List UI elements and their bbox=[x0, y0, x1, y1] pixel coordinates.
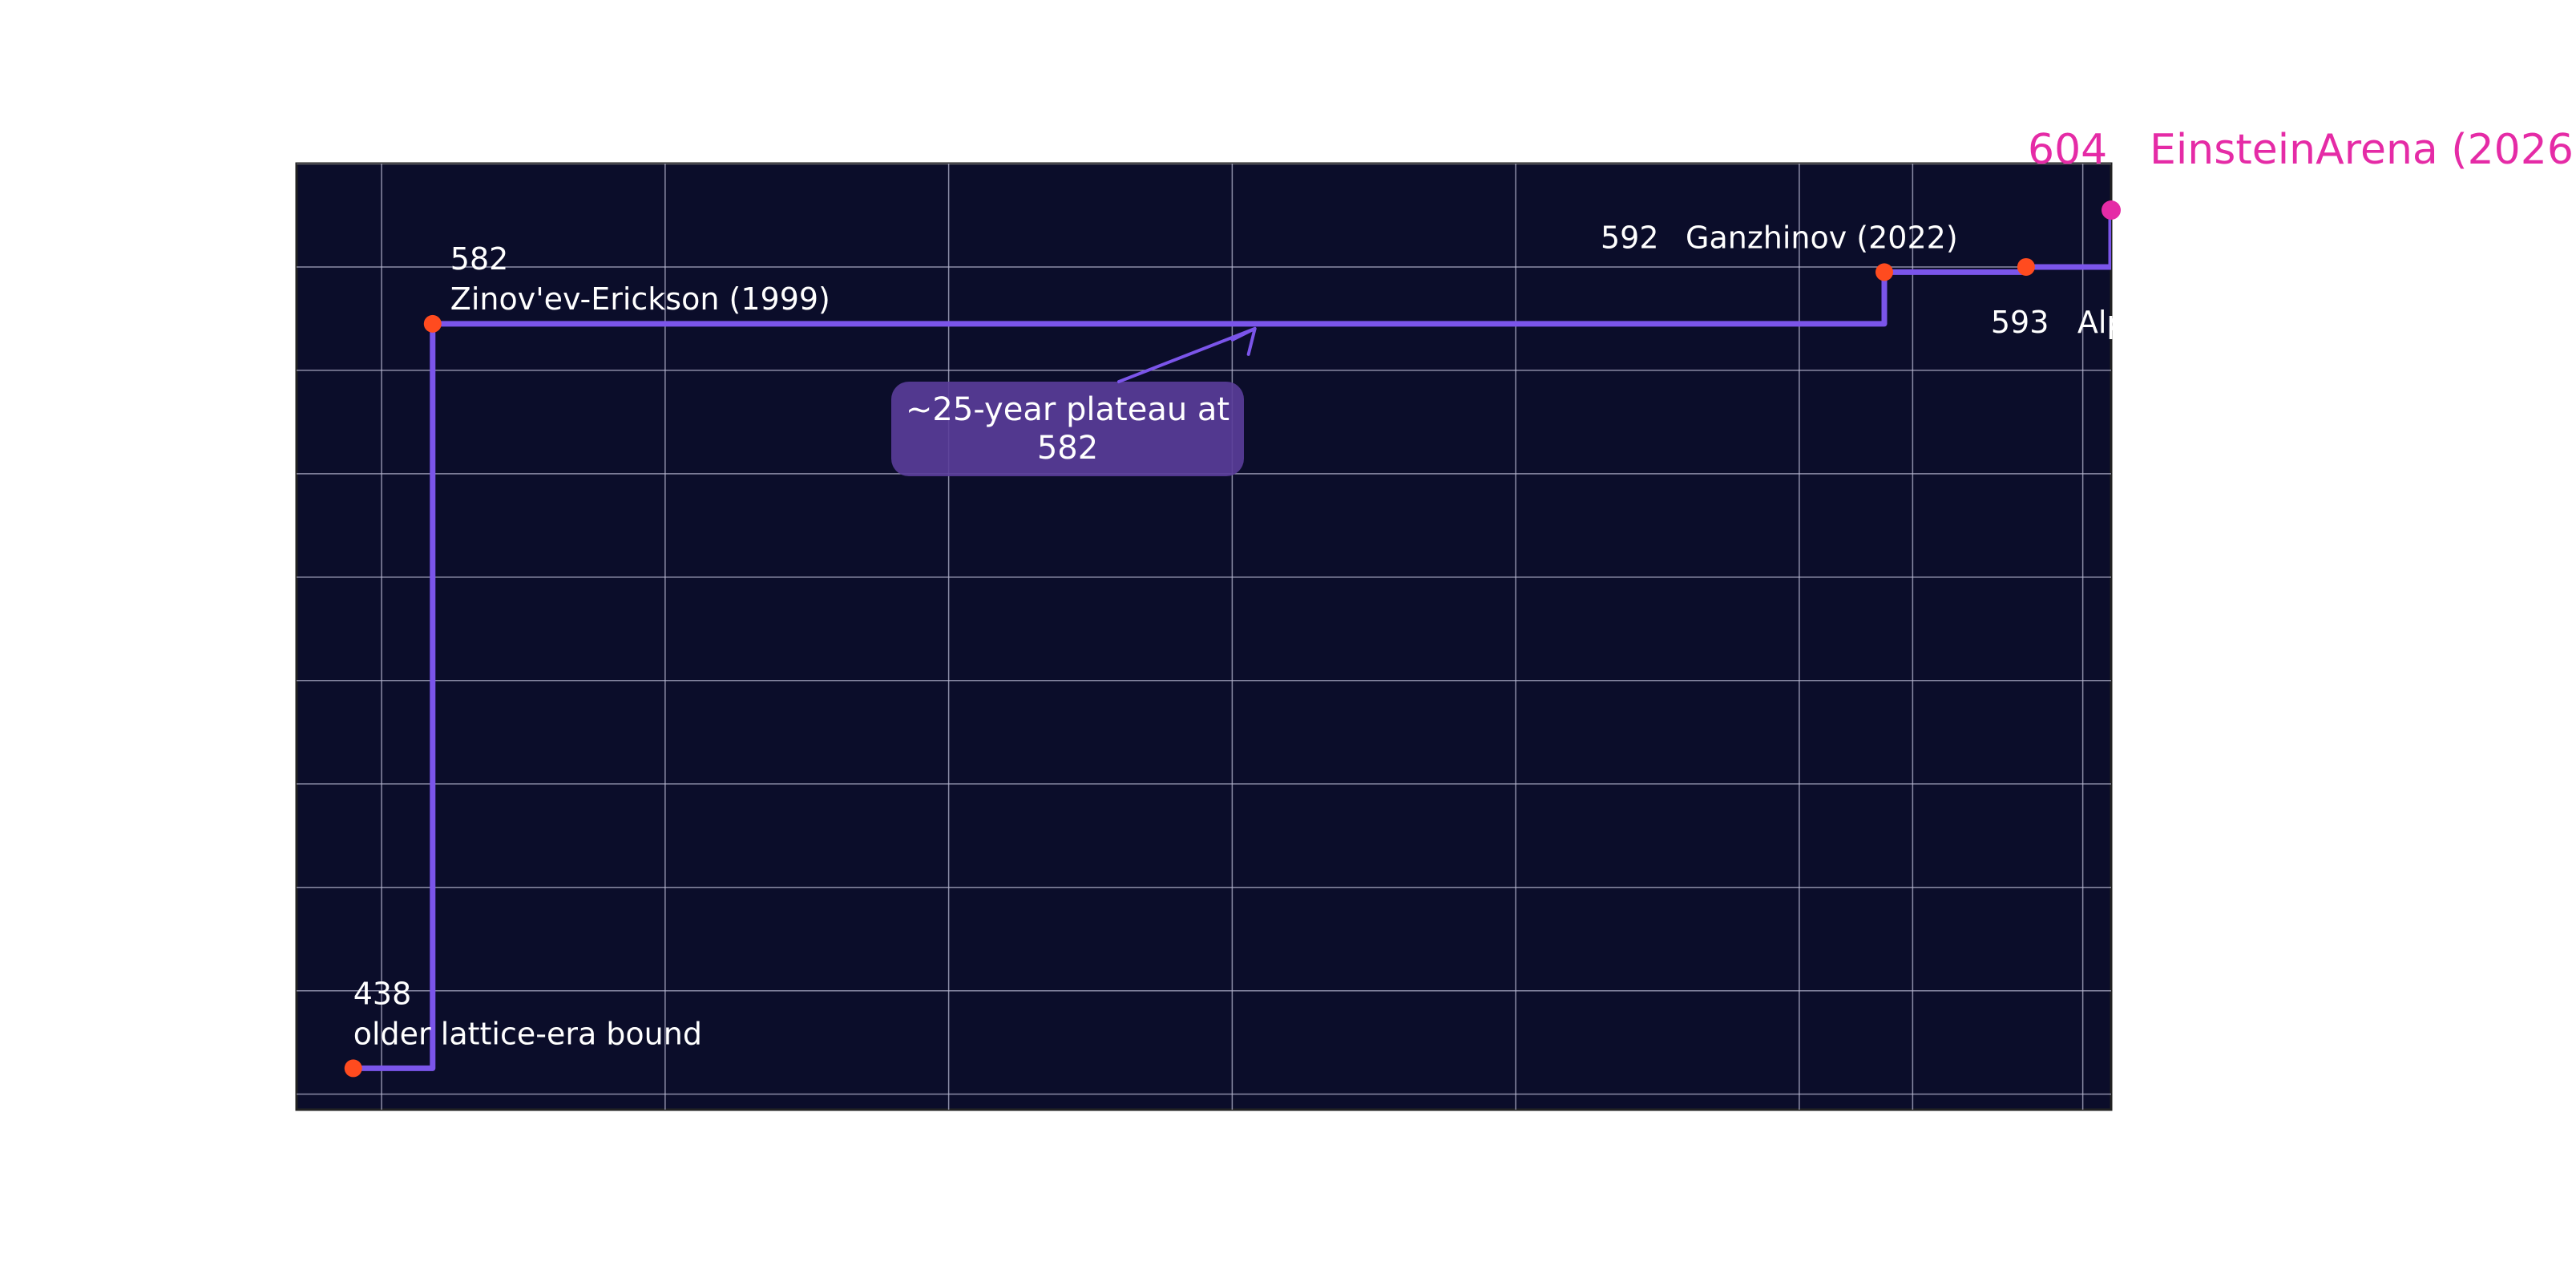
annotation-arrow-line bbox=[1117, 326, 1257, 383]
data-point bbox=[2017, 257, 2035, 276]
data-points bbox=[344, 200, 2121, 1078]
point-labels-group: 438 older lattice-era bound 582 Zinov'ev-Er… bbox=[353, 126, 2576, 1051]
point-name-label: Zinov'ev-Erickson (1999) bbox=[450, 281, 830, 317]
annotation-text-line1: ~25-year plateau at bbox=[906, 391, 1229, 428]
annotation-arrowhead bbox=[1230, 326, 1257, 356]
point-name-label-highlight: EinsteinArena (2026) bbox=[2150, 126, 2576, 174]
grid bbox=[297, 164, 2111, 1110]
point-value-label: 592 bbox=[1601, 220, 1659, 255]
data-point-highlight bbox=[2102, 200, 2121, 220]
point-value-label-highlight: 604 bbox=[2028, 126, 2107, 174]
point-name-label: AlphaEv bbox=[2077, 305, 2202, 340]
point-name-label: Ganzhinov (2022) bbox=[1686, 220, 1958, 255]
annotation-text-line2: 582 bbox=[1037, 430, 1098, 467]
point-value-label: 582 bbox=[450, 241, 509, 277]
point-value-label: 593 bbox=[1991, 305, 2049, 340]
data-point bbox=[344, 1059, 362, 1078]
data-point bbox=[1875, 263, 1893, 281]
point-value-label: 438 bbox=[353, 976, 412, 1011]
annotation-box bbox=[891, 382, 1244, 476]
point-name-label: older lattice-era bound bbox=[353, 1016, 702, 1051]
data-point bbox=[423, 314, 442, 333]
